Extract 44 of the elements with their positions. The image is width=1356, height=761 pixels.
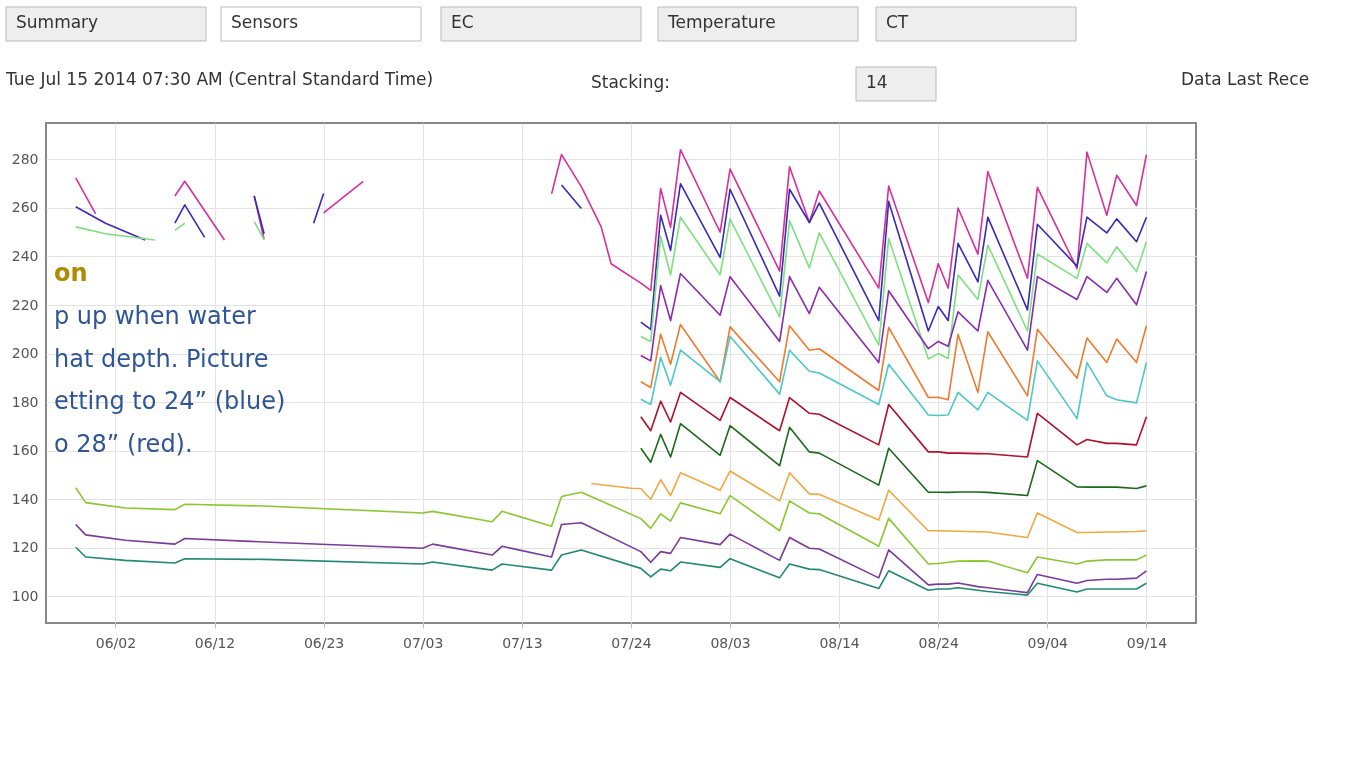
text: Data Last Rece — [1181, 69, 1310, 89]
y-tick-label: 180 — [11, 393, 39, 410]
y-tick-label: 280 — [11, 150, 39, 167]
line-series — [74, 487, 1148, 574]
text: Stacking: — [591, 72, 671, 92]
x-tick-label: 09/04 — [1027, 634, 1069, 651]
line-series — [640, 323, 1148, 401]
x-tick-label: 08/14 — [819, 634, 860, 651]
x-tick-label: 08/03 — [710, 634, 751, 651]
text: Tue Jul 15 2014 07:30 AM (Central Standard Time) — [5, 69, 434, 89]
text: EC — [451, 12, 474, 32]
line-series — [640, 422, 1148, 497]
x-tick-label: 09/14 — [1126, 634, 1168, 651]
annotation: on — [54, 259, 88, 288]
x-tick-label: 06/02 — [95, 634, 137, 651]
line-series — [74, 546, 1148, 596]
x-tick-label: 07/24 — [611, 634, 652, 651]
text: Sensors — [231, 12, 299, 32]
text: Summary — [16, 12, 99, 32]
x-tick-label: 07/13 — [502, 634, 543, 651]
line-series — [74, 521, 1148, 594]
line-series — [640, 391, 1148, 458]
text: CT — [886, 12, 909, 32]
y-tick-label: 260 — [11, 199, 39, 216]
annotation: etting to 24” (blue) — [54, 387, 286, 416]
x-tick-label: 07/03 — [403, 634, 444, 651]
text: Temperature — [667, 12, 776, 32]
y-tick-label: 160 — [11, 442, 39, 459]
line-series — [640, 335, 1148, 422]
text: 14 — [866, 72, 888, 92]
line-series — [640, 270, 1148, 364]
line-series — [590, 470, 1148, 539]
y-tick-label: 100 — [11, 587, 39, 604]
annotation: hat depth. Picture — [54, 344, 269, 373]
x-tick-label: 08/24 — [918, 634, 959, 651]
y-tick-label: 220 — [11, 296, 39, 313]
y-tick-label: 140 — [11, 490, 39, 507]
y-tick-label: 240 — [11, 248, 39, 264]
x-tick-label: 06/12 — [194, 634, 236, 651]
annotation: p up when water — [54, 302, 256, 331]
annotation: o 28” (red). — [54, 430, 193, 459]
y-tick-label: 200 — [11, 345, 39, 362]
y-tick-label: 120 — [11, 539, 39, 556]
x-tick-label: 06/23 — [303, 634, 345, 651]
